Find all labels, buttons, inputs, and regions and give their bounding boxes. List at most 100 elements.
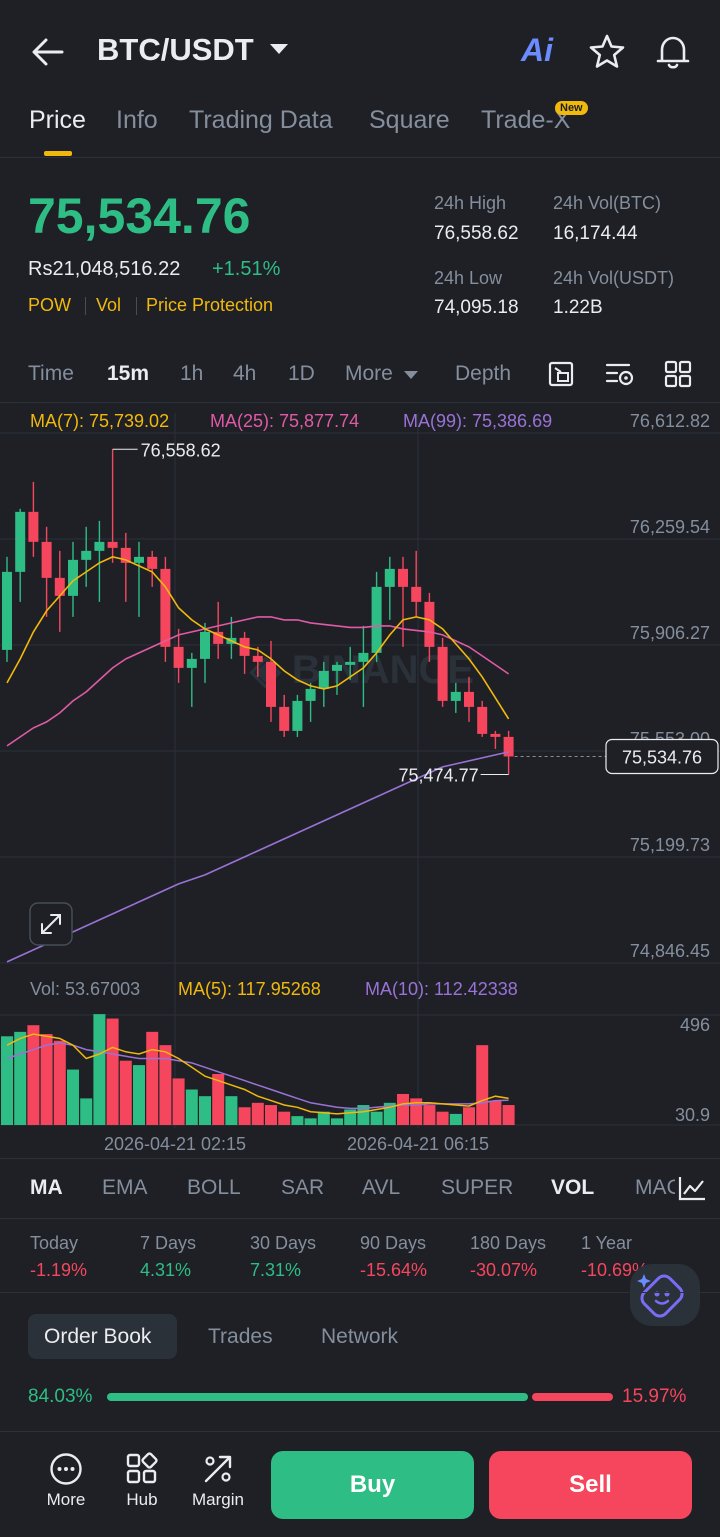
nav-margin-label: Margin [192, 1490, 244, 1509]
assistant-bot-icon[interactable] [630, 1264, 700, 1326]
tab-trades[interactable]: Trades [208, 1325, 273, 1348]
candle-body [252, 655, 263, 662]
volume-bar [172, 1078, 185, 1125]
candle-body [398, 568, 408, 587]
performance-value: -1.19% [30, 1260, 88, 1280]
volume-bar [14, 1031, 27, 1125]
bottom-divider [0, 1431, 720, 1432]
interval-1h[interactable]: 1h [180, 362, 204, 385]
volume-bar [93, 1014, 106, 1125]
candle-body [464, 691, 474, 707]
indicator-avl[interactable]: AVL [362, 1176, 401, 1199]
back-arrow-icon[interactable] [30, 34, 66, 70]
ma7-line [6, 556, 510, 720]
sell-ratio-bar [532, 1393, 613, 1401]
candle-body [15, 511, 26, 572]
interval-1d[interactable]: 1D [288, 362, 315, 385]
candle-body [160, 568, 171, 647]
more-caret-icon[interactable] [404, 371, 418, 379]
performance-label: 90 Days [360, 1233, 427, 1253]
performance-value: 7.31% [250, 1260, 302, 1280]
indicator-chart-icon[interactable] [677, 1174, 707, 1202]
tag-price-protection[interactable]: Price Protection [146, 295, 274, 315]
sell-ratio: 15.97% [622, 1386, 687, 1407]
candle-body [318, 670, 329, 689]
stat-24h-vol-usdt-label: 24h Vol(USDT) [553, 268, 675, 288]
indicator-ema[interactable]: EMA [102, 1176, 148, 1199]
candlestick-chart[interactable]: ◈ BINANCE76,612.8276,259.5475,906.2775,5… [0, 403, 720, 1158]
nav-margin[interactable]: Margin [186, 1452, 250, 1510]
performance-divider [0, 1292, 720, 1293]
notification-bell-icon[interactable] [654, 33, 692, 71]
favorite-star-icon[interactable] [588, 33, 626, 71]
stat-24h-low-label: 24h Low [434, 268, 503, 288]
layout-grid-icon[interactable] [664, 360, 692, 388]
candle-body [305, 688, 316, 701]
candle-body [358, 652, 369, 662]
ai-assistant-icon[interactable]: Ai [521, 32, 553, 68]
volume-bar [133, 1065, 145, 1125]
interval-4h[interactable]: 4h [233, 362, 257, 385]
nav-more-label: More [46, 1490, 86, 1509]
interval-depth[interactable]: Depth [455, 362, 512, 385]
chart-settings-icon[interactable] [547, 360, 575, 388]
sell-button[interactable]: Sell [489, 1451, 692, 1519]
pair-title[interactable]: BTC/USDT [97, 32, 254, 67]
ma25-line [6, 616, 510, 747]
nav-hub[interactable]: Hub [110, 1452, 174, 1510]
indicator-divider-top [0, 1158, 720, 1159]
buy-button[interactable]: Buy [271, 1451, 474, 1519]
volume-bar [67, 1069, 79, 1125]
indicator-vol[interactable]: VOL [551, 1176, 595, 1199]
volume-ma5-legend: MA(5): 117.95268 [178, 979, 321, 999]
volume-ma5-line [6, 1033, 509, 1115]
tag-vol[interactable]: Vol [96, 295, 122, 315]
candle-body [2, 571, 12, 650]
tab-info[interactable]: Info [116, 106, 158, 134]
volume-bar [502, 1105, 515, 1125]
volume-bar [80, 1098, 93, 1125]
candle-body [81, 550, 92, 560]
performance-label: 30 Days [250, 1233, 317, 1253]
volume-bar [423, 1105, 436, 1125]
current-price-label: 75,534.76 [622, 747, 702, 767]
tab-network[interactable]: Network [321, 1325, 399, 1348]
indicator-boll[interactable]: BOLL [187, 1176, 241, 1199]
indicator-super[interactable]: SUPER [441, 1176, 514, 1199]
tab-price[interactable]: Price [29, 106, 86, 134]
volume-bar [317, 1111, 330, 1125]
tab-trading-data[interactable]: Trading Data [189, 106, 333, 134]
stat-24h-vol-usdt-value: 1.22B [553, 297, 603, 318]
candle-body [94, 541, 105, 551]
indicator-settings-icon[interactable] [605, 360, 635, 388]
nav-more[interactable]: More [34, 1452, 98, 1510]
stat-24h-vol-btc-value: 16,174.44 [553, 223, 638, 244]
indicator-ma[interactable]: MA [30, 1176, 63, 1199]
volume-bar [212, 1073, 225, 1125]
tab-order-book[interactable]: Order Book [44, 1325, 152, 1348]
tag-pow[interactable]: POW [28, 295, 71, 315]
tab-square[interactable]: Square [369, 106, 450, 134]
volume-tick-label: 30.9 [675, 1105, 710, 1125]
candle-body [292, 700, 303, 731]
interval-15m[interactable]: 15m [107, 362, 150, 385]
volume-legend: Vol: 53.67003 [30, 979, 141, 999]
performance-label: 180 Days [470, 1233, 547, 1253]
fullscreen-expand-icon[interactable] [29, 902, 73, 946]
interval-more[interactable]: More [345, 362, 393, 385]
indicator-sar[interactable]: SAR [281, 1176, 325, 1199]
ma25-legend: MA(25): 75,877.74 [210, 411, 360, 431]
candle-body [279, 706, 290, 731]
volume-bar [397, 1093, 409, 1125]
price-tick-label: 74,846.45 [630, 941, 710, 961]
pair-dropdown-caret-icon[interactable] [270, 44, 288, 54]
time-tick-label: 2026-04-21 02:15 [104, 1134, 246, 1154]
volume-bar [463, 1107, 475, 1125]
low-marker-label: 75,474.77 [399, 765, 479, 785]
candle-body [437, 646, 448, 701]
volume-bar [238, 1107, 251, 1125]
interval-time[interactable]: Time [28, 362, 74, 385]
indicator-macd[interactable]: MACD [635, 1176, 675, 1199]
volume-bar [291, 1116, 304, 1125]
performance-label: 7 Days [140, 1233, 197, 1253]
